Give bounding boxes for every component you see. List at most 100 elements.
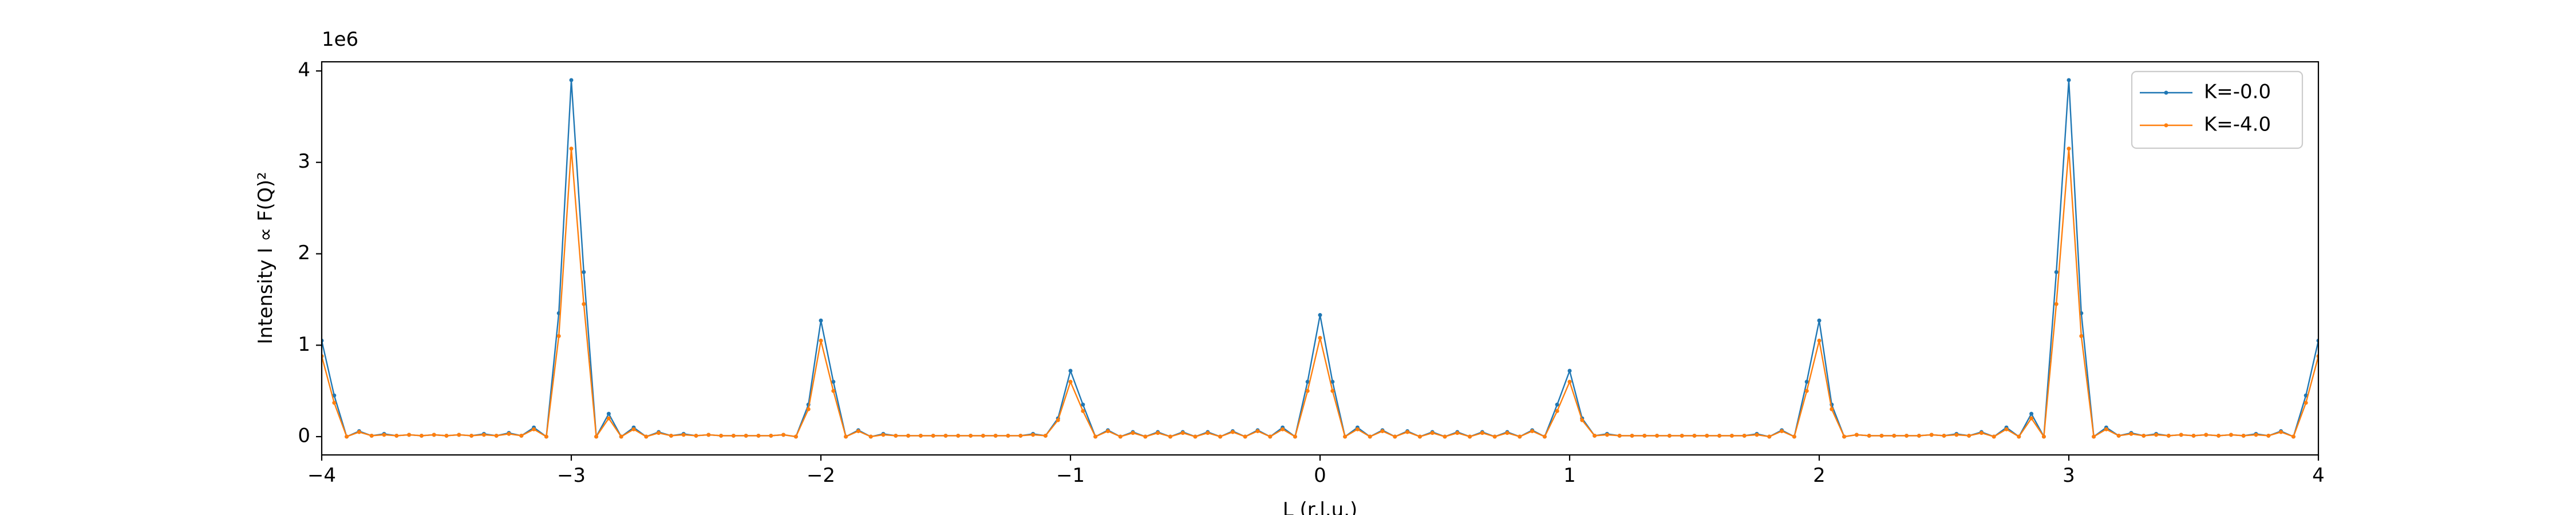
marker (1355, 427, 1360, 431)
legend-marker (2164, 123, 2168, 128)
marker (819, 338, 823, 343)
marker (1343, 434, 1348, 439)
marker (1168, 434, 1172, 439)
marker (793, 434, 798, 439)
marker (1068, 379, 1073, 384)
marker (1717, 433, 1722, 438)
marker (369, 433, 374, 438)
marker (2266, 433, 2271, 438)
marker (1867, 433, 1871, 438)
legend-label: K=-4.0 (2204, 113, 2271, 136)
marker (1081, 409, 1085, 413)
x-tick-label: 4 (2312, 464, 2325, 487)
marker (1105, 429, 1110, 433)
marker (931, 433, 935, 438)
marker (606, 411, 611, 416)
marker (1530, 429, 1535, 433)
marker (781, 433, 786, 437)
marker (1318, 335, 1322, 340)
marker (1455, 431, 1460, 435)
marker (1792, 434, 1796, 439)
marker (444, 433, 449, 438)
marker (1804, 389, 1809, 393)
marker (1542, 434, 1547, 439)
marker (1218, 434, 1223, 439)
marker (1879, 433, 1884, 438)
marker (1767, 434, 1772, 439)
legend-box (2131, 70, 2304, 149)
marker (1917, 433, 1921, 438)
marker (731, 433, 736, 438)
marker (1605, 433, 1609, 437)
marker (556, 334, 561, 338)
marker (1443, 434, 1447, 439)
x-tick-label: −1 (1056, 464, 1085, 487)
marker (1243, 434, 1247, 439)
marker (1180, 431, 1185, 435)
marker (1804, 379, 1809, 384)
marker (1892, 433, 1897, 438)
x-tick-label: 1 (1563, 464, 1576, 487)
marker (1305, 389, 1310, 393)
legend-marker (2164, 90, 2168, 95)
marker (469, 433, 474, 438)
marker (1655, 433, 1660, 438)
marker (819, 318, 823, 323)
marker (1143, 434, 1148, 439)
marker (2116, 433, 2121, 438)
marker (345, 434, 349, 439)
marker (831, 379, 836, 384)
marker (1567, 379, 1572, 384)
x-tick-label: 0 (1314, 464, 1326, 487)
marker (993, 433, 998, 438)
marker (2041, 434, 2046, 439)
marker (1555, 409, 1559, 413)
marker (2154, 433, 2159, 437)
marker (1293, 434, 1297, 439)
marker (681, 433, 686, 437)
marker (1929, 433, 1934, 437)
marker (1031, 433, 1036, 437)
marker (1368, 434, 1372, 439)
marker (1043, 433, 1048, 438)
marker (1567, 369, 1572, 373)
marker (1680, 433, 1684, 438)
marker (332, 401, 337, 405)
marker (2004, 427, 2009, 431)
marker (1206, 431, 1210, 435)
marker (1480, 431, 1484, 435)
marker (1281, 427, 1285, 431)
marker (894, 433, 898, 438)
marker (981, 433, 985, 438)
marker (619, 434, 623, 439)
x-tick-label: −2 (807, 464, 835, 487)
marker (1318, 313, 1322, 318)
y-offset-label: 1e6 (322, 28, 358, 51)
marker (1967, 433, 1971, 438)
marker (394, 433, 399, 438)
marker (1268, 434, 1273, 439)
marker (2104, 427, 2108, 431)
marker (1555, 402, 1559, 407)
marker (2079, 334, 2084, 338)
marker (2092, 434, 2096, 439)
marker (657, 431, 661, 435)
x-tick-label: 3 (2063, 464, 2075, 487)
marker (1093, 434, 1098, 439)
marker (1156, 431, 1160, 435)
marker (2229, 433, 2233, 437)
marker (1505, 431, 1510, 435)
y-tick-label: 0 (298, 425, 310, 447)
marker (494, 433, 499, 438)
y-tick-label: 4 (298, 58, 310, 81)
marker (2067, 146, 2071, 151)
marker (669, 433, 673, 438)
marker (2029, 411, 2034, 416)
marker (1492, 434, 1497, 439)
marker (943, 433, 948, 438)
marker (719, 433, 724, 438)
marker (2279, 430, 2283, 434)
marker (1617, 433, 1622, 438)
marker (844, 434, 848, 439)
